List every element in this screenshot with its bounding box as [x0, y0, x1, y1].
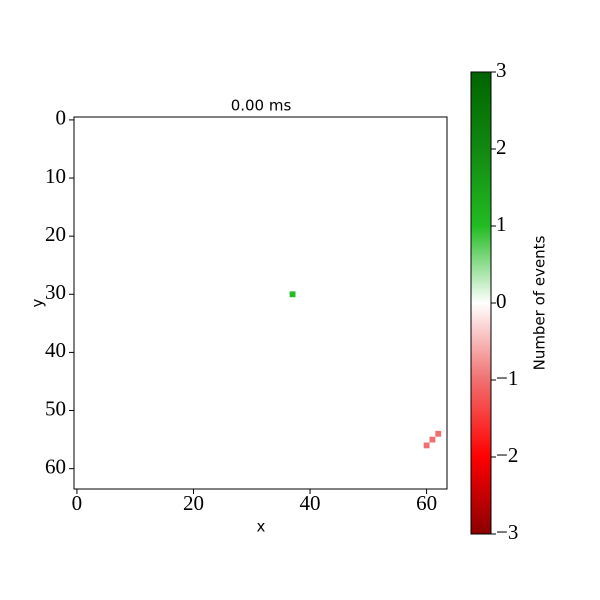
- y-tick-label: 20: [45, 222, 66, 246]
- cell: [429, 436, 436, 443]
- x-axis-label: x: [257, 518, 266, 536]
- colorbar-tick-label: −1: [496, 366, 518, 390]
- x-tick-label: 40: [300, 491, 321, 515]
- y-tick-label: 40: [45, 338, 66, 362]
- y-tick-label: 10: [45, 164, 66, 188]
- colorbar-tick-label: 3: [496, 58, 507, 82]
- cell: [423, 442, 430, 449]
- y-tick-label: 0: [56, 106, 67, 130]
- colorbar-tick-label: −3: [496, 520, 518, 544]
- cell: [289, 291, 296, 298]
- cell: [435, 430, 442, 437]
- x-tick-label: 20: [183, 491, 204, 515]
- y-tick-label: 50: [45, 396, 66, 420]
- y-tick-label: 60: [45, 454, 66, 478]
- chart-title: 0.00 ms: [231, 97, 292, 115]
- colorbar: [470, 71, 492, 535]
- colorbar-tick-label: 0: [496, 289, 507, 313]
- colorbar-label: Number of events: [531, 235, 549, 370]
- colorbar-tick-label: −2: [496, 443, 518, 467]
- y-axis-label: y: [29, 298, 47, 307]
- plot-frame: [73, 116, 448, 490]
- x-tick-label: 60: [416, 491, 437, 515]
- colorbar-tick-label: 1: [496, 212, 507, 236]
- colorbar-tick-label: 2: [496, 135, 507, 159]
- y-tick-label: 30: [45, 280, 66, 304]
- x-tick-label: 0: [72, 491, 83, 515]
